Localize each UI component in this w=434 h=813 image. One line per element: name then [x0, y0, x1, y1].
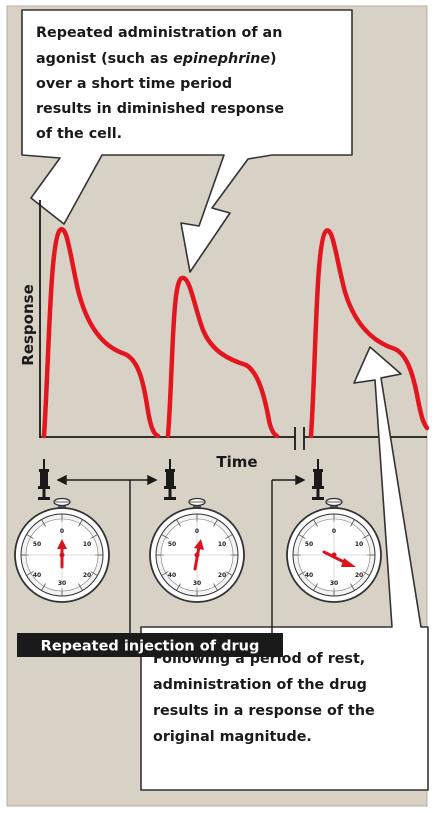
stopwatch-tick-label: 50 — [168, 541, 176, 548]
stopwatch-tick-label: 40 — [168, 572, 176, 579]
stopwatch-tick-label: 20 — [218, 572, 226, 579]
stopwatch-tick-label: 10 — [218, 541, 226, 548]
response-curve-third — [308, 228, 430, 439]
response-curve-second — [165, 275, 280, 439]
bottom-callout-bubble — [140, 346, 429, 791]
stopwatch-tick-label: 10 — [83, 541, 91, 548]
drug-name: epinephrine — [173, 51, 270, 67]
stopwatch-tick-label: 30 — [330, 580, 338, 587]
stopwatch-tick-label: 50 — [305, 541, 313, 548]
stopwatch-icon: 0 50 10 40 30 20 — [149, 497, 245, 603]
bottom-callout: Following a period of rest, administrati… — [140, 346, 429, 791]
banner-background — [17, 633, 283, 657]
top-callout-line-4: results in diminished response — [36, 101, 284, 117]
top-callout: Repeated administration of an agonist (s… — [21, 9, 353, 273]
injection-connectors — [56, 474, 306, 633]
response-curves — [41, 227, 430, 439]
x-axis-label: Time — [216, 453, 257, 471]
stopwatch-hand — [322, 550, 348, 565]
response-axes: Response Time — [19, 200, 427, 471]
stopwatch-tick-label: 0 — [60, 528, 64, 535]
bottom-callout-line-3: results in a response of the — [153, 703, 375, 719]
stopwatch-tick-label: 30 — [58, 580, 66, 587]
stopwatch-icon: 0 50 10 40 30 20 — [14, 497, 110, 603]
stopwatch-tick-label: 20 — [83, 572, 91, 579]
top-callout-line-1: Repeated administration of an — [36, 25, 282, 41]
bottom-callout-line-2: administration of the drug — [153, 677, 367, 693]
stopwatch-tick-label: 30 — [193, 580, 201, 587]
stopwatch-tick-label: 50 — [33, 541, 41, 548]
stopwatch-tick-label: 0 — [195, 528, 199, 535]
stopwatch-tick-label: 0 — [332, 528, 336, 535]
repeated-injection-banner: Repeated injection of drug — [17, 633, 283, 657]
top-callout-line-5: of the cell. — [36, 126, 122, 142]
y-axis-label: Response — [19, 284, 37, 365]
banner-label: Repeated injection of drug — [41, 639, 260, 655]
bottom-callout-line-4: original magnitude. — [153, 729, 312, 745]
top-callout-bubble — [21, 9, 353, 273]
stopwatch-tick-label: 10 — [355, 541, 363, 548]
stopwatch-hand — [193, 545, 201, 571]
top-callout-line-2: agonist (such as epinephrine) — [36, 51, 277, 67]
stopwatch-tick-label: 40 — [33, 572, 41, 579]
response-curve-first — [41, 227, 161, 439]
stopwatch-tick-label: 20 — [355, 572, 363, 579]
stopwatch-icon: 0 50 10 40 30 20 — [286, 497, 382, 603]
top-callout-line-3: over a short time period — [36, 76, 232, 92]
stopwatch-tick-label: 40 — [305, 572, 313, 579]
